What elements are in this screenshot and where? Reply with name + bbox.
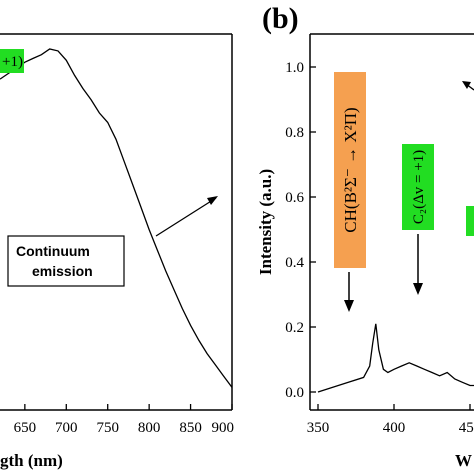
right-y-ticks: 0.0 0.2 0.4 0.6 0.8 1.0 [285,60,316,401]
left-x-ticks: 650 700 750 800 850 900 [14,404,234,436]
left-x-axis-title: gth (nm) [0,451,63,470]
right-y-tick-label: 0.8 [285,125,304,141]
right-partial-label-box [466,206,474,236]
right-y-tick-label: 0.6 [285,190,304,206]
right-y-axis-title: Intensity (a.u.) [256,169,275,275]
left-x-tick-label: 900 [212,420,235,436]
right-series-line [317,323,474,393]
right-x-tick-label: 450 [459,420,474,436]
left-x-tick-label: 650 [14,420,37,436]
left-x-tick-label: 850 [179,420,202,436]
panel-label-b: (b) [262,2,299,35]
peak-arrow-head [462,81,471,89]
right-x-tick-label: 350 [307,420,330,436]
right-x-axis-title: W [455,451,472,470]
right-y-tick-label: 0.0 [285,385,304,401]
continuum-arrow-line [155,197,217,237]
left-x-tick-label: 700 [55,420,78,436]
continuum-annotation-line1: Continuum [16,243,90,259]
right-y-tick-label: 1.0 [285,60,304,76]
right-y-tick-label: 0.4 [285,255,304,271]
continuum-annotation-line2: emission [32,263,93,279]
left-partial-tag-box [0,49,24,73]
right-y-tick-label: 0.2 [285,320,304,336]
c2-arrow-head [413,283,423,295]
c2-label: C₂(Δv = +1) [411,150,427,224]
right-panel: (b) 0.00.20.40.60.81.0 3504004505005 Int… [256,2,474,470]
continuum-arrow-head [207,196,218,205]
right-x-tick-label: 400 [383,420,406,436]
continuum-annotation-box [7,235,125,287]
left-x-tick-label: 750 [96,420,119,436]
ch-label-box [334,72,366,268]
right-x-ticks: 3504004505005 [307,404,474,436]
c2-label-box [402,144,434,230]
left-series-line [0,48,233,388]
left-panel: 650 700 750 800 850 900 +1) Continuum emissio… [0,33,234,470]
left-x-tick-label: 800 [138,420,161,436]
ch-label: CH(B²Σ⁻ → X²Π) [341,107,360,232]
ch-arrow-head [344,300,354,312]
left-partial-tag: +1) [2,54,23,70]
